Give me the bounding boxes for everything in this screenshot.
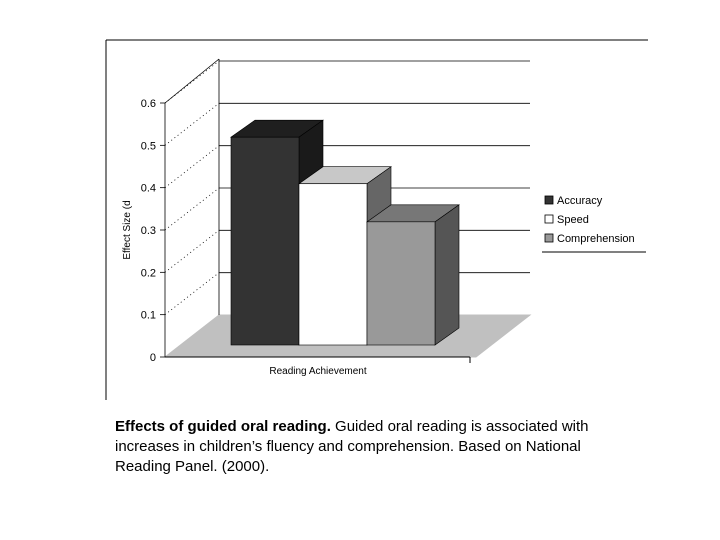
legend-swatch-accuracy bbox=[544, 195, 554, 205]
top-depth-edge bbox=[164, 58, 220, 104]
y-tick-label: 0.3 bbox=[141, 225, 156, 237]
plot-area: 0 0.1 0.2 0.3 0.4 0.5 0.6 bbox=[141, 58, 532, 364]
floor-right-edge bbox=[469, 314, 531, 358]
grid-depth-line bbox=[164, 145, 220, 188]
grid-depth-line bbox=[164, 272, 220, 315]
figure-caption: Effects of guided oral reading. Guided o… bbox=[115, 417, 635, 477]
y-tick-label: 0.2 bbox=[141, 267, 156, 279]
legend-swatch-speed bbox=[544, 214, 554, 224]
grid-depth-line bbox=[164, 103, 220, 146]
legend-label-comprehension: Comprehension bbox=[557, 233, 635, 245]
y-tick-label: 0.4 bbox=[141, 183, 156, 195]
bar-front-face bbox=[230, 136, 300, 346]
caption-text: Guided oral reading is associated with i… bbox=[115, 418, 589, 475]
y-tick-label: 0 bbox=[150, 352, 156, 364]
legend-swatch-comprehension bbox=[544, 233, 554, 243]
x-axis-label: Reading Achievement bbox=[269, 366, 367, 377]
grid-depth-line bbox=[164, 60, 220, 104]
caption-title: Effects of guided oral reading. bbox=[115, 418, 331, 435]
bar-front-face bbox=[298, 183, 368, 346]
bar-comprehension bbox=[366, 204, 460, 346]
y-tick-label: 0.5 bbox=[141, 140, 156, 152]
legend-label-accuracy: Accuracy bbox=[557, 195, 603, 207]
grid-depth-line bbox=[164, 187, 220, 231]
y-tick-label: 0.1 bbox=[141, 310, 156, 322]
y-tick-label: 0.6 bbox=[141, 98, 156, 110]
y-axis-label: Effect Size (d bbox=[122, 200, 133, 259]
bar-side-face bbox=[434, 204, 460, 346]
grid-depth-line bbox=[164, 230, 220, 273]
bar-front-face bbox=[366, 221, 436, 346]
legend-label-speed: Speed bbox=[557, 214, 589, 226]
legend: Accuracy Speed Comprehension bbox=[544, 195, 635, 245]
